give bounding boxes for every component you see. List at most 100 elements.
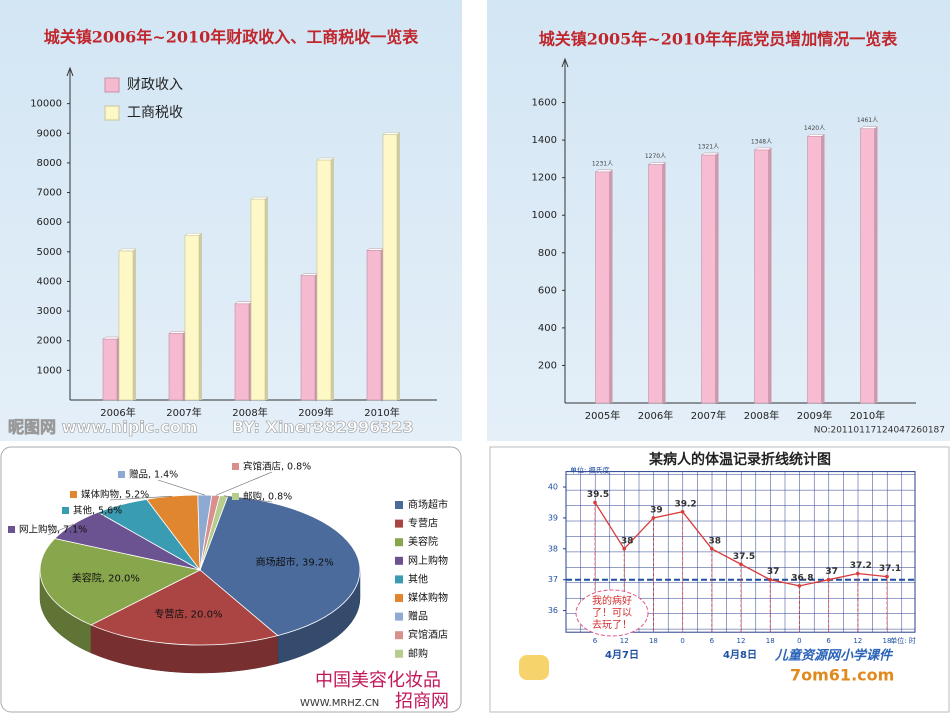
- y-tick-label: 1600: [532, 98, 557, 109]
- slice-label: 专营店, 20.0%: [154, 608, 222, 621]
- legend-swatch: [395, 501, 403, 509]
- point: [826, 577, 831, 582]
- legend-label: 其他: [408, 572, 428, 585]
- cloud-text: 去玩了！: [592, 619, 632, 631]
- speech-cloud: [575, 589, 649, 637]
- point: [680, 509, 685, 514]
- bar: [184, 234, 200, 401]
- point-label: 37.2: [850, 561, 872, 571]
- legend-label: 网上购物: [408, 554, 448, 567]
- bar: [168, 333, 184, 401]
- date-label: 4月8日: [723, 649, 757, 661]
- legend-swatch: [395, 631, 403, 640]
- point: [593, 500, 597, 505]
- bar-top: [859, 126, 879, 129]
- x-tick-label: 2008年: [744, 409, 779, 422]
- label-swatch: [118, 471, 125, 478]
- slice-label: 邮购, 0.8%: [243, 491, 292, 503]
- bar-side: [331, 157, 334, 400]
- legend-label: 赠品: [408, 610, 428, 623]
- bar-side: [381, 248, 384, 400]
- x-tick-label: 0: [680, 637, 684, 645]
- axis-arrow: [66, 66, 74, 77]
- logo-url: WWW.MRHZ.CN: [300, 698, 379, 709]
- x-tick-label: 18: [766, 637, 775, 645]
- bar-top: [700, 152, 720, 156]
- y-tick-label: 10000: [30, 99, 62, 110]
- point: [885, 574, 889, 579]
- bar-top: [300, 273, 319, 276]
- x-tick-label: 2009年: [797, 409, 832, 422]
- bar-top: [184, 232, 203, 236]
- label-swatch: [232, 493, 239, 500]
- x-tick-label: 2009年: [298, 406, 333, 419]
- bar: [366, 250, 382, 401]
- bar-side: [183, 331, 186, 400]
- bar-side: [199, 233, 202, 400]
- x-tick-label: 2010年: [364, 406, 399, 419]
- y-tick-label: 1200: [532, 173, 557, 184]
- chart-title: 城关镇2005年~2010年年底党员增加情况一览表: [539, 30, 898, 49]
- bar: [701, 154, 716, 404]
- bar-top: [234, 301, 253, 305]
- point-label: 38: [621, 536, 634, 546]
- legend-label: 财政收入: [127, 77, 183, 93]
- bar-side: [821, 134, 825, 403]
- y-tick-label: 5000: [37, 247, 62, 258]
- slice-label: 美容院, 20.0%: [72, 572, 140, 585]
- leader-line: [109, 495, 172, 501]
- bar-top: [102, 336, 121, 340]
- y-tick-label: 7000: [37, 188, 62, 199]
- mascot-icon: [519, 655, 549, 680]
- y-tick-label: 36: [548, 606, 558, 615]
- bar: [807, 136, 822, 404]
- watermark: NO:20110117124047260187: [814, 426, 945, 436]
- legend-swatch: [395, 594, 403, 602]
- bar-top: [753, 147, 773, 151]
- x-tick-label: 2007年: [691, 409, 726, 422]
- bar-top: [168, 331, 187, 334]
- bar-top: [366, 248, 385, 251]
- date-label: 4月7日: [605, 649, 639, 661]
- bar: [250, 198, 266, 401]
- bar-side: [874, 126, 878, 403]
- x-tick-label: 12: [853, 637, 862, 645]
- x-tick-label: 6: [826, 637, 831, 645]
- point-label: 37: [767, 567, 780, 577]
- point: [651, 516, 656, 520]
- bar-side: [265, 197, 268, 400]
- plot-frame: [565, 471, 916, 633]
- logo-text: 招商网: [395, 691, 449, 712]
- bar-side: [249, 301, 252, 400]
- slice-label: 其他, 5.6%: [73, 505, 122, 517]
- slice-label: 网上购物, 7.1%: [19, 524, 87, 536]
- logo-text: 中国美容化妆品: [315, 670, 441, 691]
- bar: [300, 275, 316, 401]
- point-label: 38: [709, 536, 722, 546]
- x-tick-label: 12: [737, 637, 746, 645]
- y-tick-label: 9000: [37, 128, 62, 139]
- x-tick-label: 2007年: [166, 406, 201, 419]
- bar: [102, 338, 118, 401]
- x-tick-label: 2010年: [850, 409, 885, 422]
- chart-title: 城关镇2006年~2010年财政收入、工商税收一览表: [44, 28, 419, 47]
- point: [768, 577, 772, 582]
- bar-top: [594, 169, 614, 173]
- y-tick-label: 1000: [532, 210, 557, 221]
- x-tick-label: 18: [649, 637, 658, 645]
- y-unit: 单位: 摄氏度: [570, 466, 610, 475]
- bar-top: [316, 157, 335, 161]
- bar-side: [768, 147, 772, 403]
- point-label: 39.5: [587, 490, 609, 500]
- slice-label: 商场超市, 39.2%: [256, 556, 334, 569]
- legend-swatch: [395, 538, 403, 547]
- legend-swatch: [395, 575, 403, 584]
- x-tick-label: 0: [797, 637, 801, 645]
- bar: [234, 303, 250, 401]
- point: [797, 584, 802, 588]
- leader-line: [47, 523, 74, 536]
- legend-swatch: [104, 77, 120, 93]
- bar-side: [117, 337, 120, 400]
- bar-top: [647, 162, 667, 165]
- pie-slice: [39, 538, 202, 626]
